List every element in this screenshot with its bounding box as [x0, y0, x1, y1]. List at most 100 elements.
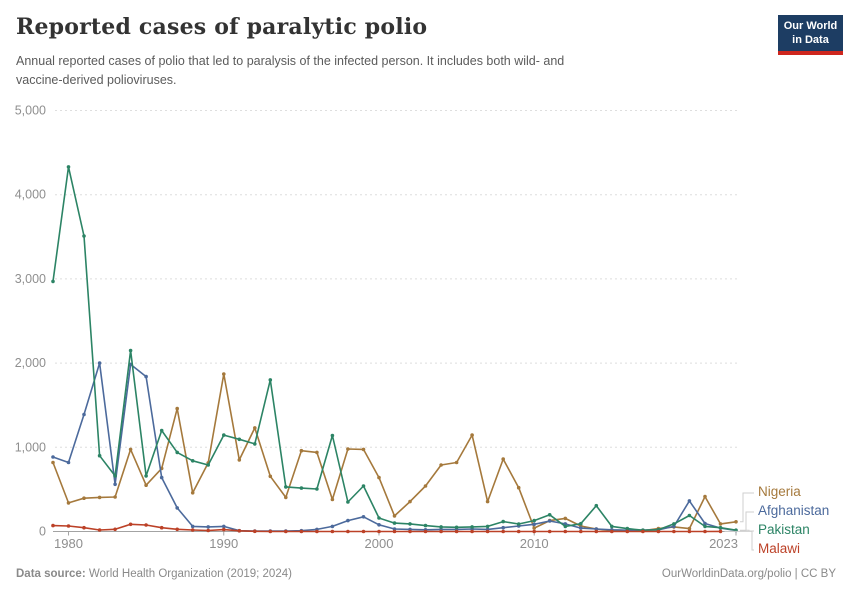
data-point[interactable]	[128, 348, 133, 353]
data-point[interactable]	[237, 529, 242, 533]
data-point[interactable]	[470, 433, 474, 437]
data-point[interactable]	[532, 529, 536, 534]
data-point[interactable]	[516, 522, 521, 526]
data-point[interactable]	[579, 521, 583, 526]
data-point[interactable]	[113, 495, 117, 499]
data-point[interactable]	[113, 527, 117, 532]
data-point[interactable]	[253, 426, 257, 430]
data-point[interactable]	[594, 527, 599, 531]
data-point[interactable]	[190, 459, 195, 463]
data-point[interactable]	[547, 519, 552, 523]
series-line-nigeria[interactable]	[52, 373, 737, 532]
data-point[interactable]	[485, 529, 490, 534]
data-point[interactable]	[423, 529, 428, 534]
data-point[interactable]	[284, 529, 288, 534]
data-point[interactable]	[159, 428, 164, 433]
data-point[interactable]	[346, 500, 350, 504]
legend-item-nigeria[interactable]: Nigeria	[758, 484, 801, 499]
data-point[interactable]	[408, 522, 412, 526]
data-point[interactable]	[268, 474, 273, 479]
data-point[interactable]	[532, 522, 536, 527]
data-point[interactable]	[346, 447, 350, 451]
data-point[interactable]	[439, 525, 443, 529]
data-point[interactable]	[113, 482, 117, 487]
data-point[interactable]	[237, 458, 242, 462]
data-point[interactable]	[423, 523, 428, 528]
license-link[interactable]: OurWorldinData.org/polio | CC BY	[661, 568, 836, 580]
data-point[interactable]	[190, 524, 195, 529]
data-point[interactable]	[501, 519, 506, 524]
data-point[interactable]	[51, 455, 55, 459]
data-point[interactable]	[190, 491, 195, 495]
data-point[interactable]	[423, 484, 428, 488]
data-point[interactable]	[206, 528, 210, 533]
data-point[interactable]	[253, 442, 257, 446]
data-point[interactable]	[144, 474, 148, 478]
data-point[interactable]	[82, 412, 86, 417]
data-point[interactable]	[361, 515, 366, 519]
data-point[interactable]	[97, 528, 102, 532]
data-point[interactable]	[672, 524, 676, 529]
data-point[interactable]	[439, 463, 443, 467]
data-point[interactable]	[299, 486, 304, 490]
data-point[interactable]	[408, 499, 412, 504]
data-point[interactable]	[563, 529, 568, 534]
data-point[interactable]	[51, 460, 55, 465]
data-point[interactable]	[51, 523, 55, 528]
data-point[interactable]	[579, 529, 583, 534]
data-point[interactable]	[66, 524, 71, 528]
data-point[interactable]	[594, 503, 599, 508]
data-point[interactable]	[625, 529, 630, 534]
data-point[interactable]	[330, 433, 335, 438]
data-point[interactable]	[377, 523, 381, 527]
data-point[interactable]	[454, 529, 459, 534]
data-point[interactable]	[113, 474, 117, 478]
data-point[interactable]	[377, 516, 381, 520]
data-point[interactable]	[563, 524, 568, 529]
data-point[interactable]	[66, 460, 71, 465]
data-point[interactable]	[687, 499, 692, 503]
data-point[interactable]	[315, 487, 319, 491]
data-point[interactable]	[128, 447, 133, 452]
data-point[interactable]	[532, 518, 536, 523]
data-point[interactable]	[408, 529, 412, 534]
data-point[interactable]	[392, 514, 397, 518]
data-point[interactable]	[454, 460, 459, 465]
data-point[interactable]	[97, 361, 102, 365]
data-point[interactable]	[594, 529, 599, 534]
legend-item-malawi[interactable]: Malawi	[758, 541, 801, 556]
data-point[interactable]	[501, 529, 506, 534]
data-point[interactable]	[641, 529, 645, 534]
data-point[interactable]	[454, 525, 459, 530]
data-point[interactable]	[485, 499, 490, 504]
data-point[interactable]	[718, 529, 723, 534]
data-point[interactable]	[66, 165, 71, 169]
data-point[interactable]	[392, 527, 397, 531]
data-point[interactable]	[222, 527, 226, 532]
legend-item-afghanistan[interactable]: Afghanistan	[758, 503, 830, 518]
data-point[interactable]	[439, 529, 443, 534]
data-point[interactable]	[253, 529, 257, 534]
data-point[interactable]	[687, 526, 692, 531]
data-point[interactable]	[144, 483, 148, 488]
data-point[interactable]	[268, 378, 273, 382]
data-point[interactable]	[501, 457, 506, 461]
data-point[interactable]	[144, 374, 148, 379]
data-point[interactable]	[175, 506, 179, 510]
data-point[interactable]	[485, 524, 490, 529]
data-point[interactable]	[82, 525, 86, 530]
data-point[interactable]	[284, 495, 288, 500]
data-point[interactable]	[346, 529, 350, 534]
data-point[interactable]	[501, 525, 506, 530]
data-point[interactable]	[51, 279, 55, 284]
data-point[interactable]	[175, 406, 179, 411]
data-point[interactable]	[703, 521, 707, 526]
data-point[interactable]	[703, 494, 707, 499]
data-point[interactable]	[206, 525, 210, 529]
data-point[interactable]	[361, 447, 366, 452]
data-point[interactable]	[687, 513, 692, 518]
data-point[interactable]	[175, 527, 179, 532]
data-point[interactable]	[97, 453, 102, 458]
data-point[interactable]	[222, 372, 226, 376]
data-point[interactable]	[315, 529, 319, 534]
